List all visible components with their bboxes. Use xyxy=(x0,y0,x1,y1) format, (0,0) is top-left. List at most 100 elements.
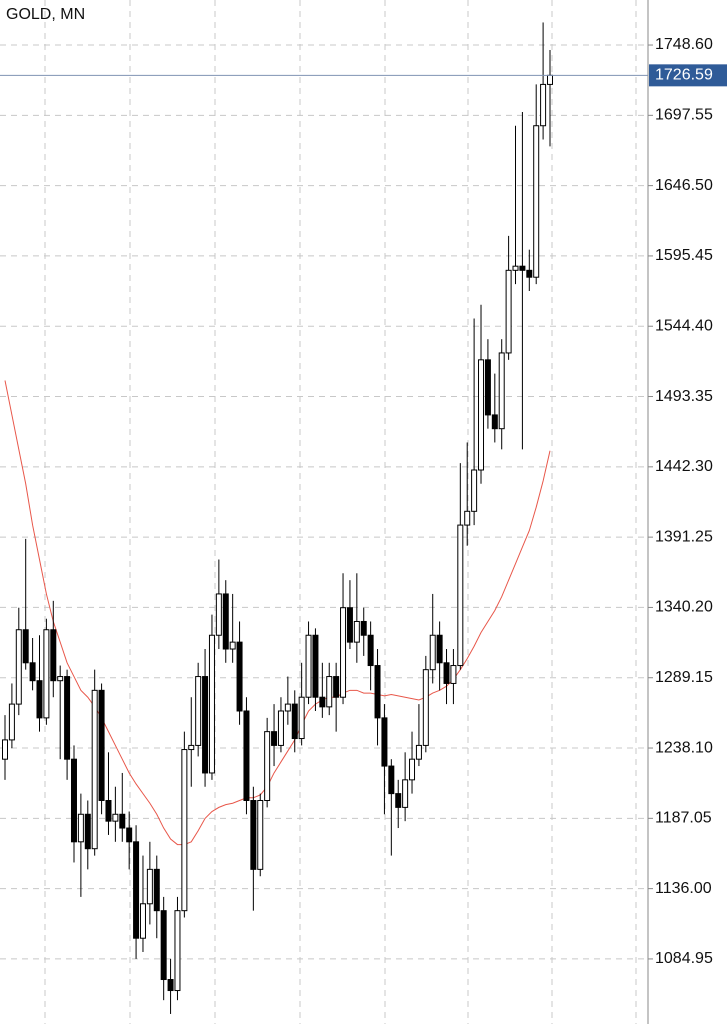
candle-body xyxy=(229,641,236,650)
candle-body xyxy=(64,676,71,760)
candle-body xyxy=(436,634,443,664)
candle-body xyxy=(319,696,326,708)
y-tick-label: 1084.95 xyxy=(655,950,713,967)
y-tick-label: 1442.30 xyxy=(655,458,713,475)
candle-body xyxy=(22,629,29,664)
candle-body xyxy=(70,758,77,843)
candle-body xyxy=(188,744,195,751)
candle-body xyxy=(133,841,140,939)
candle-body xyxy=(422,669,429,746)
candle-body xyxy=(174,910,181,992)
candle-body xyxy=(484,359,491,416)
candle-body xyxy=(464,510,471,526)
y-tick-label: 1289.15 xyxy=(655,669,713,686)
candle-body xyxy=(360,620,367,636)
y-tick-label: 1544.40 xyxy=(655,317,713,334)
candle-body xyxy=(388,765,395,795)
y-tick-label: 1493.35 xyxy=(655,388,713,405)
candle-body xyxy=(409,758,416,781)
candle-body xyxy=(512,265,519,271)
grid xyxy=(0,0,648,1024)
candle-body xyxy=(153,868,160,912)
candle-body xyxy=(112,813,119,822)
candle-body xyxy=(43,629,50,719)
candle-body xyxy=(326,676,333,708)
candle-body xyxy=(29,662,36,682)
candle-body xyxy=(264,731,271,801)
candle-body xyxy=(105,799,112,822)
candle-body xyxy=(91,689,98,850)
y-tick-label: 1238.10 xyxy=(655,739,713,756)
candle-body xyxy=(367,634,374,667)
candle-body xyxy=(402,779,409,808)
y-tick-label: 1187.05 xyxy=(655,810,712,827)
candle-body xyxy=(443,662,450,684)
candle-body xyxy=(277,710,284,746)
candle-body xyxy=(533,125,540,278)
candle-body xyxy=(126,827,133,843)
candle-body xyxy=(353,620,360,643)
candle-body xyxy=(36,680,43,719)
candle-body xyxy=(471,469,478,512)
candle-body xyxy=(333,676,340,698)
candle-body xyxy=(298,696,305,740)
candle-body xyxy=(340,607,347,698)
y-tick-label: 1595.45 xyxy=(655,247,713,264)
current-price-label: 1726.59 xyxy=(655,67,713,84)
y-tick-label: 1697.55 xyxy=(655,107,713,124)
candle-body xyxy=(98,689,105,801)
candle-body xyxy=(146,868,153,905)
candle-body xyxy=(119,813,126,829)
candle-body xyxy=(346,607,353,643)
candle-body xyxy=(547,74,553,85)
candle-body xyxy=(381,717,388,767)
candle-body xyxy=(215,593,222,636)
candle-body xyxy=(305,634,312,698)
candle-body xyxy=(491,414,498,430)
candle-body xyxy=(222,593,229,650)
candle-body xyxy=(374,665,381,719)
y-tick-label: 1391.25 xyxy=(655,528,713,545)
candle-body xyxy=(15,629,22,705)
candle-body xyxy=(57,676,64,682)
y-tick-label: 1646.50 xyxy=(655,177,713,194)
candle-body xyxy=(291,703,298,740)
candle-body xyxy=(2,739,8,760)
candle-body xyxy=(505,269,512,354)
candle-body xyxy=(208,634,215,774)
candle-body xyxy=(8,703,15,741)
candle-body xyxy=(139,903,146,939)
candle-body xyxy=(181,749,188,912)
candle-body xyxy=(450,665,457,684)
candle-body xyxy=(519,265,526,271)
current-price-box xyxy=(649,64,727,87)
candle-body xyxy=(77,813,84,843)
y-tick-label: 1748.60 xyxy=(655,36,713,53)
candle-body xyxy=(202,676,209,774)
y-tick-label: 1340.20 xyxy=(655,599,713,616)
candle-body xyxy=(415,744,422,760)
candle-body xyxy=(50,629,57,682)
candle-body xyxy=(243,710,250,801)
candle-body xyxy=(395,793,402,808)
marks xyxy=(2,22,553,1014)
candle-body xyxy=(167,979,174,992)
candle-body xyxy=(236,641,243,712)
candle-body xyxy=(526,269,533,278)
candle-body xyxy=(457,524,464,667)
candle-body xyxy=(284,703,291,712)
candle-body xyxy=(160,910,167,981)
candle-body xyxy=(498,352,505,430)
candle-body xyxy=(84,813,91,850)
candle-body xyxy=(429,634,436,671)
y-tick-label: 1136.00 xyxy=(655,880,712,897)
candle-body xyxy=(257,799,264,870)
candle-body xyxy=(312,634,319,698)
candle-body xyxy=(195,676,202,746)
candle-body xyxy=(271,731,278,746)
candle-body xyxy=(250,799,257,870)
candle-body xyxy=(478,359,485,471)
chart-title: GOLD, MN xyxy=(6,6,85,23)
